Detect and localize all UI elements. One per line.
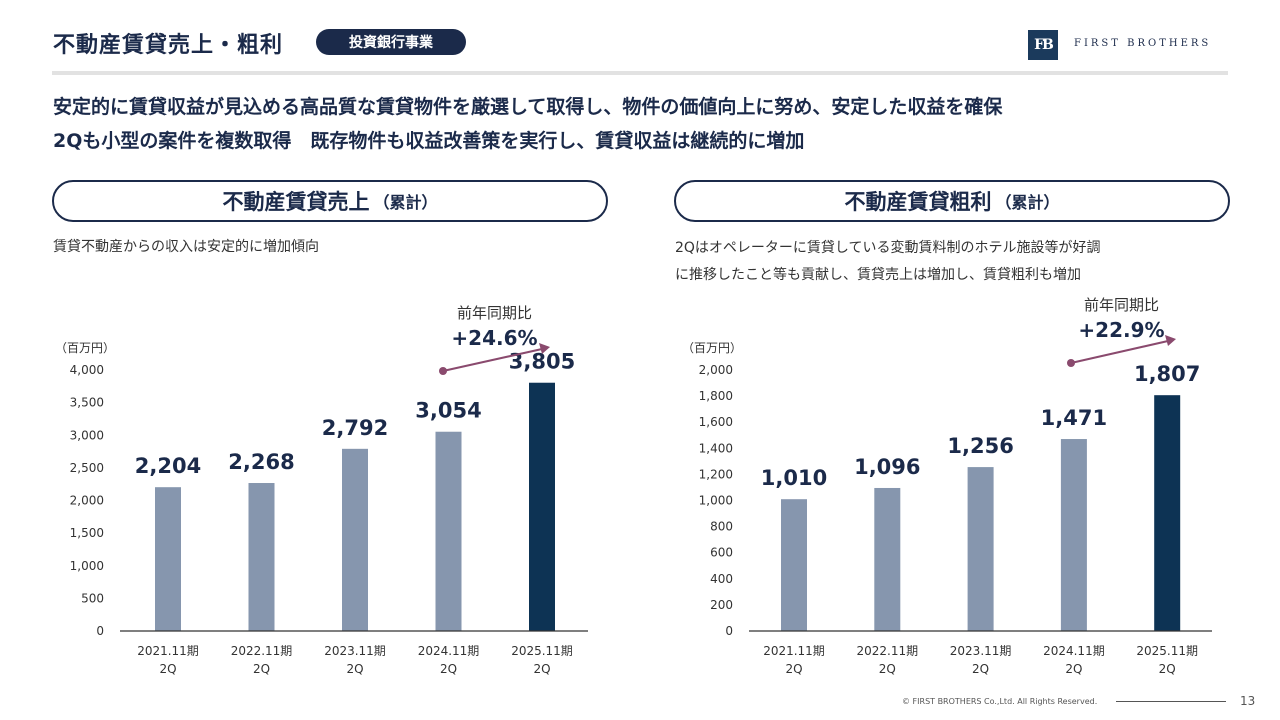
bar-value-label: 2,792 [322, 416, 388, 440]
company-logo-mark: FB [1028, 30, 1058, 60]
company-logo-text: FIRST BROTHERS [1074, 38, 1212, 49]
bar [155, 487, 181, 631]
bar [874, 487, 901, 631]
x-tick-label: 2021.11期 [137, 644, 199, 658]
x-tick-label-sub: 2Q [1159, 662, 1176, 676]
bar [342, 448, 368, 631]
y-tick-label: 400 [710, 572, 733, 586]
segment-badge: 投資銀行事業 [316, 29, 466, 55]
bar-value-label: 1,471 [1041, 406, 1107, 430]
y-tick-label: 1,200 [699, 467, 733, 481]
x-tick-label: 2022.11期 [856, 644, 918, 658]
left-panel-description: 賃貸不動産からの収入は安定的に増加傾向 [53, 239, 319, 255]
y-tick-label: 2,000 [699, 363, 733, 377]
yoy-label: 前年同期比 [457, 304, 532, 322]
x-tick-label-sub: 2Q [972, 662, 989, 676]
bar-value-label: 1,256 [947, 434, 1013, 458]
rental-gross-profit-chart-svg: （百万円） 0 200 400 600 800 1,000 1,200 1,400 1,600 1,… [682, 296, 1212, 676]
bar-value-label: 1,010 [761, 466, 827, 490]
bar [967, 467, 994, 631]
left-panel-header: 不動産賃貸売上 （累計） [52, 180, 608, 222]
yoy-arrow-head [539, 343, 550, 354]
yoy-value: +24.6% [451, 326, 537, 350]
rental-gross-profit-chart: （百万円） 0 200 400 600 800 1,000 1,200 1,400 1,600 1,… [640, 290, 1240, 690]
yoy-arrow-line [1070, 340, 1169, 364]
y-tick-label: 0 [725, 624, 733, 638]
x-tick-label-sub: 2Q [253, 662, 270, 676]
right-panel-header: 不動産賃貸粗利 （累計） [674, 180, 1230, 222]
copyright: © FIRST BROTHERS Co.,Ltd. All Rights Res… [902, 697, 1098, 706]
yoy-value: +22.9% [1078, 318, 1164, 342]
y-tick-label: 600 [710, 546, 733, 560]
yoy-arrow-line [442, 348, 543, 372]
x-tick-label: 2025.11期 [511, 644, 573, 658]
lead-line-1: 安定的に賃貸収益が見込める高品質な賃貸物件を厳選して取得し、物件の価値向上に努め… [53, 96, 1003, 118]
y-tick-label: 2,000 [70, 494, 104, 508]
x-tick-label-sub: 2Q [879, 662, 896, 676]
page-title: 不動産賃貸売上・粗利 [53, 33, 284, 58]
x-tick-label: 2025.11期 [1136, 644, 1198, 658]
y-tick-label: 1,500 [70, 526, 104, 540]
x-tick-label-sub: 2Q [533, 662, 550, 676]
x-tick-label: 2024.11期 [1043, 644, 1105, 658]
y-tick-label: 200 [710, 598, 733, 612]
x-tick-label-sub: 2Q [785, 662, 802, 676]
rental-sales-chart-svg: （百万円） 0 500 1,000 1,500 2,000 2,500 3,000 3,500 4… [55, 304, 588, 676]
left-panel-title-sub: （累計） [373, 193, 438, 212]
x-tick-label: 2022.11期 [231, 644, 293, 658]
right-panel-title-sub: （累計） [995, 193, 1060, 212]
bar [1154, 395, 1181, 631]
bar-value-label: 2,204 [135, 454, 201, 478]
y-tick-label: 3,000 [70, 428, 104, 442]
footer-divider [1116, 701, 1226, 702]
right-panel-title: 不動産賃貸粗利 [844, 190, 992, 214]
bar [1060, 439, 1087, 631]
y-tick-label: 800 [710, 520, 733, 534]
right-panel-description-1: 2Qはオペレーターに賃貸している変動賃料制のホテル施設等が好調 [675, 240, 1101, 256]
right-panel-description-2: に推移したこと等も貢献し、賃貸売上は増加し、賃貸粗利も増加 [675, 267, 1081, 283]
bar [435, 431, 462, 631]
x-tick-label-sub: 2Q [1065, 662, 1082, 676]
bar-value-label: 1,807 [1134, 362, 1200, 386]
y-tick-label: 2,500 [70, 461, 104, 475]
y-unit-label: （百万円） [682, 341, 742, 355]
x-tick-label: 2023.11期 [950, 644, 1012, 658]
bar [529, 382, 555, 631]
y-tick-label: 1,400 [699, 441, 733, 455]
rental-sales-chart: （百万円） 0 500 1,000 1,500 2,000 2,500 3,000 3,500 4… [0, 290, 600, 690]
x-tick-label: 2024.11期 [418, 644, 480, 658]
lead-line-2: 2Qも小型の案件を複数取得 既存物件も収益改善策を実行し、賃貸収益は継続的に増加 [53, 130, 805, 152]
y-tick-label: 4,000 [70, 363, 104, 377]
left-panel-title: 不動産賃貸売上 [222, 190, 370, 214]
y-tick-label: 0 [96, 624, 104, 638]
x-tick-label-sub: 2Q [159, 662, 176, 676]
y-tick-label: 3,500 [70, 396, 104, 410]
y-tick-label: 500 [81, 591, 104, 605]
x-tick-label-sub: 2Q [346, 662, 363, 676]
bar-value-label: 2,268 [228, 450, 294, 474]
x-tick-label: 2021.11期 [763, 644, 825, 658]
y-tick-label: 1,000 [699, 494, 733, 508]
bar [248, 483, 275, 631]
x-tick-label: 2023.11期 [324, 644, 386, 658]
bar-value-label: 3,054 [415, 399, 481, 423]
yoy-label: 前年同期比 [1084, 296, 1159, 314]
bar-value-label: 1,096 [854, 455, 920, 479]
yoy-arrow-head [1165, 335, 1176, 346]
page-number: 13 [1240, 694, 1256, 708]
x-tick-label-sub: 2Q [440, 662, 457, 676]
y-tick-label: 1,600 [699, 415, 733, 429]
y-tick-label: 1,800 [699, 389, 733, 403]
bar [781, 499, 807, 631]
header-divider [52, 71, 1228, 75]
y-unit-label: （百万円） [55, 341, 115, 355]
y-tick-label: 1,000 [70, 559, 104, 573]
